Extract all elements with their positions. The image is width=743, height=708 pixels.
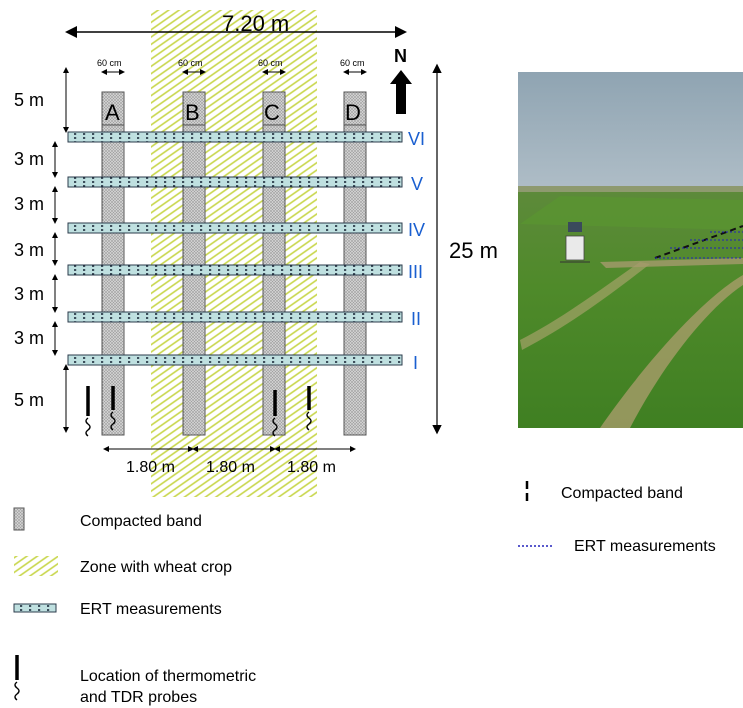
band-top-c	[262, 91, 286, 126]
band-top-a	[101, 91, 125, 126]
spacing-label-bottom: 5 m	[14, 390, 44, 410]
bottom-spacing-label-2: 1.80 m	[206, 459, 255, 476]
legend-probe-icon	[14, 655, 20, 701]
compacted-band-c	[262, 124, 286, 436]
probe-icon	[110, 386, 116, 431]
ert-line-ii	[67, 311, 403, 323]
legend-wheat-swatch	[14, 556, 58, 576]
band-top-b	[182, 91, 206, 126]
row-label-i: I	[413, 353, 418, 373]
spacing-label-5: 3 m	[14, 328, 44, 348]
wheat-zone	[151, 10, 317, 497]
spacing-label-1: 3 m	[14, 149, 44, 169]
compacted-band-d	[343, 124, 367, 436]
compacted-band-b	[182, 124, 206, 436]
band-width-label: 60 cm	[97, 58, 122, 68]
photo-legend-ert-label: ERT measurements	[574, 538, 716, 555]
legend-ert-swatch	[13, 603, 57, 613]
probe-icon	[85, 386, 91, 437]
band-width-label: 60 cm	[340, 58, 365, 68]
legend-probe-label-line2: and TDR probes	[80, 689, 197, 706]
spacing-label-4: 3 m	[14, 284, 44, 304]
north-label: N	[394, 46, 407, 66]
ert-line-iv	[67, 222, 403, 234]
spacing-label-3: 3 m	[14, 240, 44, 260]
legend-ert-label: ERT measurements	[80, 601, 222, 618]
ert-line-v	[67, 176, 403, 188]
total-width-label: 7.20 m	[222, 11, 289, 36]
left-spacing-arrows	[52, 67, 69, 433]
row-label-ii: II	[411, 309, 421, 329]
legend-wheat-label: Zone with wheat crop	[80, 559, 232, 576]
spacing-label-top: 5 m	[14, 90, 44, 110]
bottom-spacing-label-3: 1.80 m	[287, 459, 336, 476]
ert-line-i	[67, 354, 403, 366]
spacing-label-2: 3 m	[14, 194, 44, 214]
column-label-d: D	[345, 100, 361, 125]
photo-legend-compacted-label: Compacted band	[561, 485, 683, 502]
column-label-c: C	[264, 100, 280, 125]
legend-probe-label-line1: Location of thermometric	[80, 668, 256, 685]
column-label-b: B	[185, 100, 200, 125]
row-label-vi: VI	[408, 129, 425, 149]
ert-line-vi	[67, 131, 403, 143]
row-label-iv: IV	[408, 220, 425, 240]
field-photo	[518, 72, 743, 428]
band-width-annotations: 60 cm 60 cm 60 cm 60 cm	[97, 58, 367, 75]
bottom-spacing-label-1: 1.80 m	[126, 459, 175, 476]
row-label-v: V	[411, 174, 423, 194]
legend-compacted-band-label: Compacted band	[80, 513, 202, 530]
legend-compacted-band-swatch	[13, 507, 25, 531]
probe-icon	[272, 390, 278, 437]
north-arrow-icon	[390, 70, 412, 114]
row-label-iii: III	[408, 262, 423, 282]
band-width-label: 60 cm	[178, 58, 203, 68]
column-label-a: A	[105, 100, 120, 125]
ert-line-iii	[67, 264, 403, 276]
band-top-d	[343, 91, 367, 126]
total-length-label: 25 m	[449, 238, 498, 263]
band-width-label: 60 cm	[258, 58, 283, 68]
probe-icon	[306, 386, 312, 431]
